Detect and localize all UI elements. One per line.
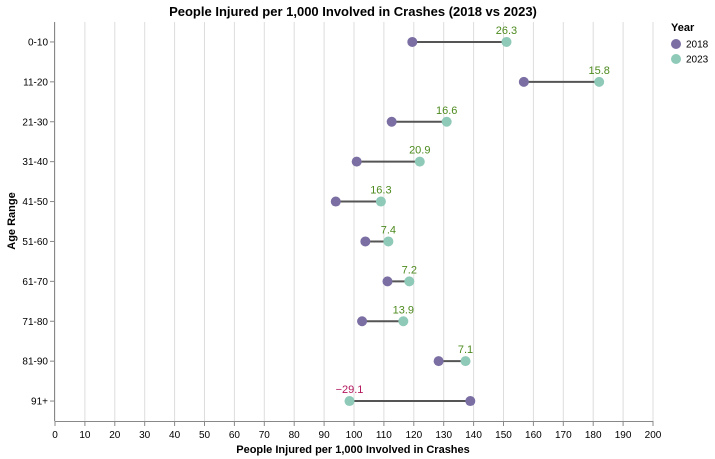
point-2023-41-50 — [375, 196, 386, 207]
y-tick-label-91+: 91+ — [31, 397, 48, 408]
x-tick-label-60: 60 — [229, 430, 241, 441]
point-2018-91+ — [465, 396, 476, 407]
point-2018-21-30 — [386, 116, 397, 127]
point-2023-21-30 — [441, 116, 452, 127]
x-tick-label-160: 160 — [525, 430, 542, 441]
point-2018-11-20 — [518, 76, 529, 87]
y-tick-label-51-60: 51-60 — [22, 237, 48, 248]
diff-label-71-80: 13.9 — [393, 304, 414, 316]
x-tick-label-110: 110 — [376, 430, 392, 441]
data-marks: 26.3 15.8 16.6 20.9 16.3 7.4 7.2 13.9 7.1 −29.1 — [330, 25, 610, 407]
diff-label-11-20: 15.8 — [588, 65, 609, 77]
y-axis: 0-10 11-20 21-30 31-40 41-50 51-60 61-70 71-80 8… — [22, 22, 55, 421]
point-2018-61-70 — [382, 276, 393, 287]
x-tick-label-30: 30 — [139, 430, 151, 441]
point-2018-0-10 — [407, 36, 418, 47]
y-axis-title: Age Range — [6, 192, 18, 249]
diff-label-41-50: 16.3 — [370, 185, 391, 197]
diff-label-61-70: 7.2 — [402, 264, 417, 276]
grid-lines — [54, 22, 654, 421]
x-tick-label-190: 190 — [615, 430, 632, 441]
x-tick-label-10: 10 — [79, 430, 91, 441]
point-2023-81-90 — [460, 356, 471, 367]
x-tick-label-20: 20 — [109, 430, 121, 441]
diff-label-51-60: 7.4 — [381, 224, 396, 236]
point-2023-91+ — [344, 396, 355, 407]
legend-symbol-2018 — [671, 39, 681, 49]
x-tick-label-140: 140 — [465, 430, 482, 441]
point-2023-11-20 — [594, 76, 605, 87]
y-tick-label-81-90: 81-90 — [22, 357, 48, 368]
x-tick-label-100: 100 — [346, 430, 363, 441]
legend-label-2023: 2023 — [686, 55, 709, 66]
x-axis: 0 10 20 30 40 50 60 70 80 90 100 110 120 130 140 150 160… — [52, 421, 662, 441]
point-2018-71-80 — [357, 316, 368, 327]
x-tick-label-70: 70 — [259, 430, 271, 441]
y-tick-label-31-40: 31-40 — [22, 157, 48, 168]
x-tick-label-120: 120 — [405, 430, 422, 441]
diff-label-31-40: 20.9 — [409, 145, 430, 157]
x-tick-label-50: 50 — [199, 430, 211, 441]
x-tick-label-80: 80 — [289, 430, 301, 441]
diff-label-21-30: 16.6 — [436, 105, 457, 117]
point-2023-31-40 — [414, 156, 425, 167]
x-tick-label-40: 40 — [169, 430, 181, 441]
x-tick-label-130: 130 — [435, 430, 452, 441]
point-2018-31-40 — [351, 156, 362, 167]
chart-title: People Injured per 1,000 Involved in Cra… — [169, 4, 537, 19]
x-tick-label-90: 90 — [319, 430, 331, 441]
y-tick-label-0-10: 0-10 — [28, 37, 48, 48]
x-tick-label-150: 150 — [495, 430, 512, 441]
x-tick-label-180: 180 — [585, 430, 602, 441]
plot-area: 0-10 11-20 21-30 31-40 41-50 51-60 61-70 71-80 8… — [22, 22, 662, 441]
x-tick-label-200: 200 — [645, 430, 662, 441]
y-tick-label-71-80: 71-80 — [22, 317, 48, 328]
legend-label-2018: 2018 — [686, 40, 709, 51]
x-tick-label-0: 0 — [52, 430, 58, 441]
y-tick-label-61-70: 61-70 — [22, 277, 48, 288]
point-2018-41-50 — [330, 196, 341, 207]
legend-symbol-2023 — [671, 54, 681, 64]
diff-label-0-10: 26.3 — [496, 25, 517, 37]
legend: Year 2018 2023 — [671, 22, 709, 66]
point-2023-51-60 — [383, 236, 394, 247]
diff-label-91+: −29.1 — [336, 384, 364, 396]
point-2023-71-80 — [398, 316, 409, 327]
legend-title: Year — [671, 22, 695, 34]
y-tick-label-41-50: 41-50 — [22, 197, 48, 208]
x-tick-label-170: 170 — [555, 430, 572, 441]
diff-label-81-90: 7.1 — [458, 344, 473, 356]
point-2018-51-60 — [360, 236, 371, 247]
y-tick-label-11-20: 11-20 — [23, 77, 48, 88]
y-tick-label-21-30: 21-30 — [22, 117, 48, 128]
x-axis-title: People Injured per 1,000 Involved in Cra… — [236, 444, 470, 456]
point-2023-61-70 — [404, 276, 415, 287]
point-2018-81-90 — [433, 356, 444, 367]
point-2023-0-10 — [501, 36, 512, 47]
